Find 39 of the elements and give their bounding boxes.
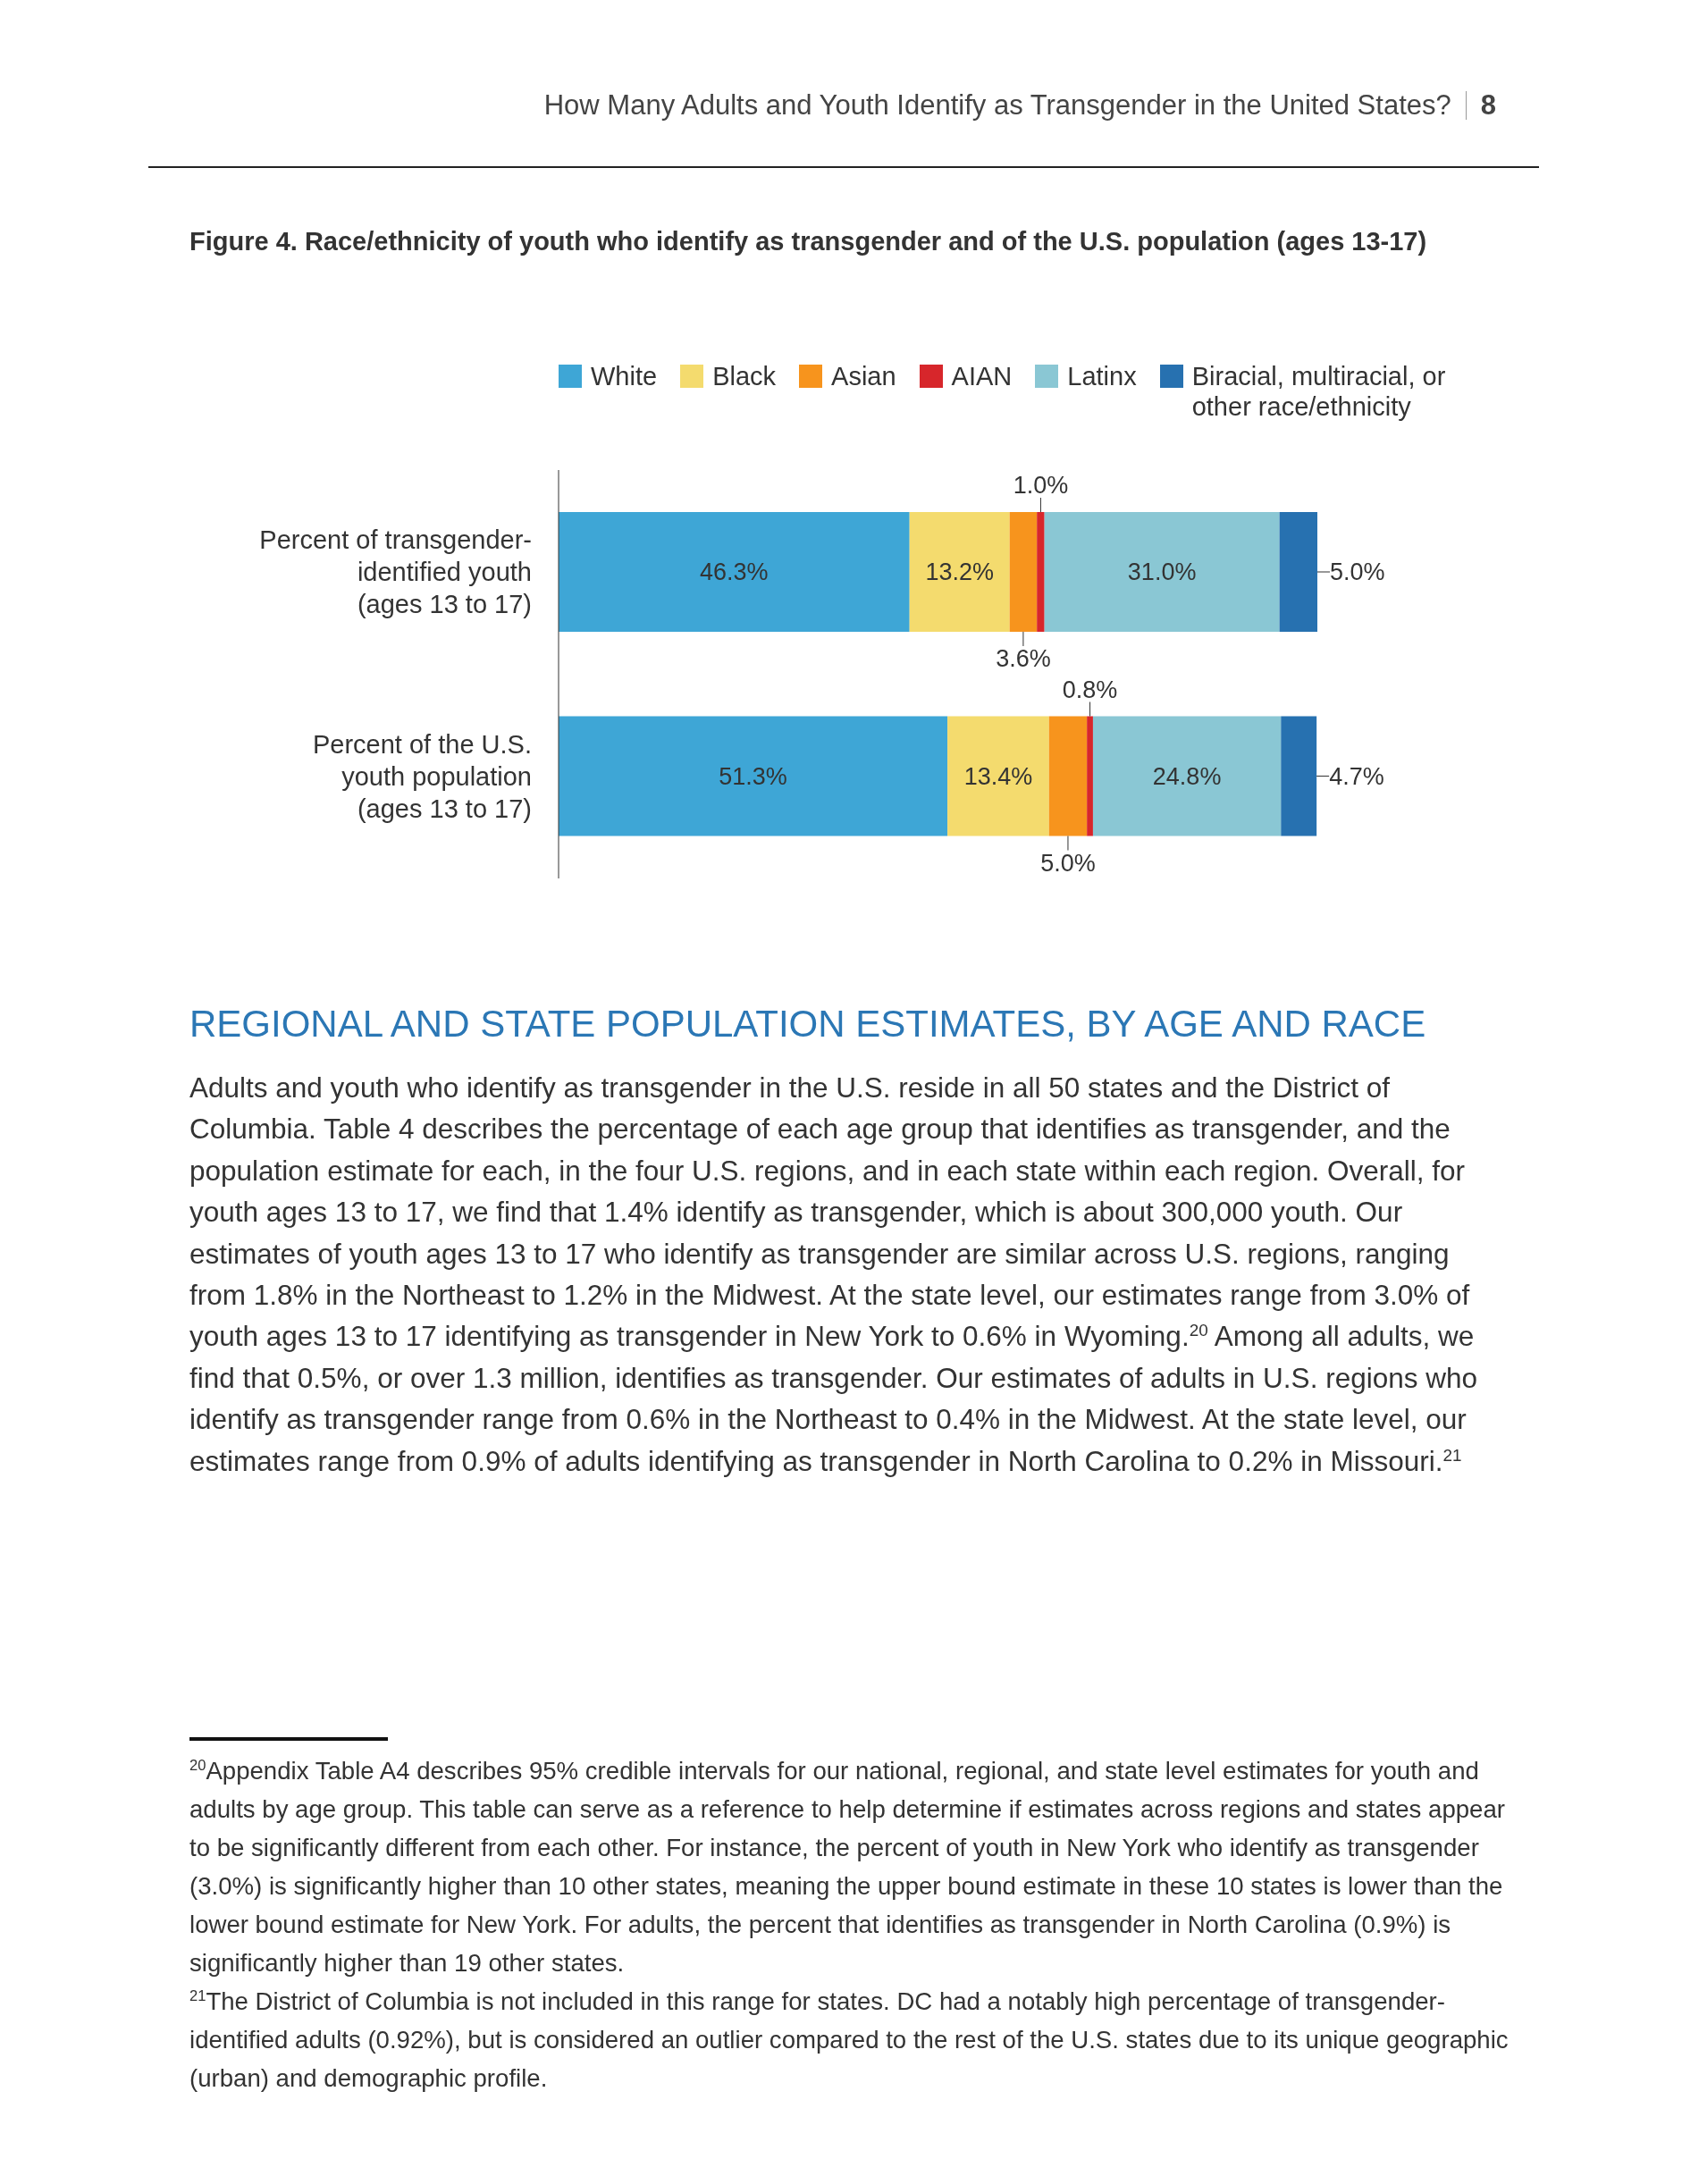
data-label: 13.2% [925, 559, 994, 585]
bar [1009, 512, 1038, 632]
data-label: 0.8% [1062, 676, 1118, 703]
bar [909, 512, 1010, 632]
data-label: 31.0% [1127, 559, 1197, 585]
bar [1048, 716, 1088, 836]
bar [1279, 512, 1317, 632]
legend-label: Black [712, 361, 777, 391]
bar [947, 716, 1049, 836]
bar [1037, 512, 1045, 632]
text: Adults and youth who identify as transgender in the U.S. reside in all 50 states and the District of Columbia. Table 4 describes the percentage of each age group that identifies as transgender, and the population estimate for each, in the four U.S. regions, and in each state within each region. Overall, for youth ages 13 to 17, we find that 1.4% identify as transgender, which is about 300,000 youth. Our estimates of youth ages 13 to 17 who identify as transgender are similar across U.S. regions, ranging from 1.8% in the Northeast to 1.2% in the Midwest. At the state level, our estimates range from 3.0% of youth ages 13 to 17 identifying as transgender in New York to 0.6% in Wyoming.$^{20}$ Among all adults, we find that 0.5%, or over 1.3 million, identifies as transgender. Our estimates of adults in U.S. regions who identify as transgender range from 0.6% in the Northeast to 0.4% in the Midwest. At the state level, our estimates range from 0.9% of adults identifying as transgender in North Carolina to 0.2% in Missouri.$^{21}$ [189, 1071, 1477, 1477]
legend-label: Asian [831, 361, 896, 391]
bar [1044, 512, 1280, 632]
data-label: 1.0% [1013, 472, 1069, 499]
data-label: 3.6% [996, 645, 1051, 672]
bar [1087, 716, 1093, 836]
legend-label: Biracial, multiracial, or other race/ethnicity [1191, 361, 1447, 422]
data-label: 13.4% [963, 762, 1033, 790]
text: REGIONAL AND STATE POPULATION ESTIMATES, BY AGE AND RACE [189, 1003, 1426, 1046]
chart-title: Figure 4. Race/ethnicity of youth who identify as transgender and of the U.S. population (ages 13-17) [189, 227, 1427, 256]
bar [559, 512, 910, 632]
data-label: 46.3% [700, 559, 769, 585]
data-label: 5.0% [1040, 849, 1096, 877]
bar [559, 716, 948, 836]
text: $^{21}$The District of Columbia is not included in this range for states. DC had a notably high percentage of transgender-identified adults (0.92%), but is considered an outlier compared to the rest of the U.S. states due to its unique geographic (urban) and demographic profile. [189, 1986, 1510, 2094]
text: $^{20}$Appendix Table A4 describes 95% credible intervals for our national, regional, and state level estimates for youth and adults by age group. This table can serve as a reference to help determine if estimates across regions and states appear to be significantly different from each other. For instance, the percent of youth in New York who identify as transgender (3.0%) is significantly higher than 10 other states, meaning the upper bound estimate in these 10 states is lower than the lower bound estimate for New York. For adults, the percent that identifies as transgender in North Carolina (0.9%) is significantly higher than 19 other states. [189, 1755, 1506, 1978]
text: How Many Adults and Youth Identify as Transgender in the United States? [543, 89, 1451, 122]
legend-label: Latinx [1067, 361, 1137, 391]
text: 8 [1480, 89, 1496, 122]
data-label: 5.0% [1330, 559, 1385, 585]
bar [1092, 716, 1282, 836]
data-label: 24.8% [1152, 762, 1222, 790]
data-label: 4.7% [1329, 762, 1384, 790]
legend-label: AIAN [951, 361, 1013, 391]
y-tick-label: Percent of transgender-identified youth (ages 13 to 17) [259, 525, 532, 619]
bar [1281, 716, 1317, 836]
data-label: 51.3% [719, 762, 787, 790]
legend-label: White [591, 361, 658, 391]
y-tick-label: Percent of the U.S. youth population (ages 13 to 17) [312, 729, 532, 823]
